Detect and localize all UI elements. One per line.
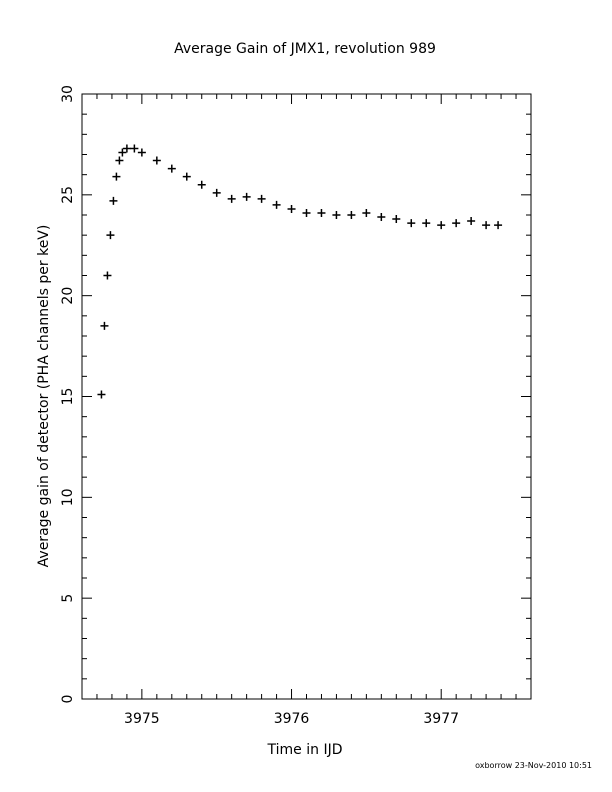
y-axis-label: Average gain of detector (PHA channels p… [36,225,52,568]
data-point [97,390,106,399]
data-point [317,208,326,217]
data-point [407,219,416,228]
y-tick-label: 5 [60,594,76,603]
data-point [482,221,491,230]
data-point [103,271,112,280]
data-point [137,148,146,157]
plot-frame [81,93,532,700]
data-point [118,148,127,157]
data-point [122,144,131,153]
data-point [152,156,161,165]
data-point [287,204,296,213]
data-point [302,208,311,217]
y-tick-label: 20 [60,287,76,305]
plot-area: 0 5 10 15 20 25 30 3975 3976 3977 [60,85,532,727]
x-tick-label: 3975 [124,711,160,727]
data-point [452,219,461,228]
data-point [115,156,124,165]
data-point [227,194,236,203]
data-point [332,211,341,219]
y-tick-label: 25 [60,186,76,204]
data-point [392,215,401,224]
data-point [422,219,431,228]
data-point [257,194,266,203]
data-point [109,196,118,205]
x-tick-label: 3977 [423,711,459,727]
data-point [100,321,109,330]
y-tick-label: 10 [60,488,76,506]
x-tick-label: 3976 [274,711,310,727]
data-point [377,213,386,222]
x-axis-label: Time in IJD [267,742,343,758]
chart-title: Average Gain of JMX1, revolution 989 [174,41,436,57]
data-point [130,144,139,153]
data-point [182,172,191,181]
y-tick-label: 30 [60,85,76,103]
data-point [467,217,476,226]
y-tick-label: 15 [60,388,76,406]
data-point [362,208,371,217]
footer-credit: oxborrow 23-Nov-2010 10:51 [475,761,592,770]
data-point [112,172,121,181]
data-point [272,200,281,209]
data-point [494,221,503,230]
data-point [212,188,221,197]
data-point [242,192,251,201]
y-tick-label: 0 [60,695,76,704]
data-point [437,221,446,230]
data-point [197,180,206,189]
data-point [106,231,115,240]
data-point [347,211,356,219]
data-point [167,164,176,173]
